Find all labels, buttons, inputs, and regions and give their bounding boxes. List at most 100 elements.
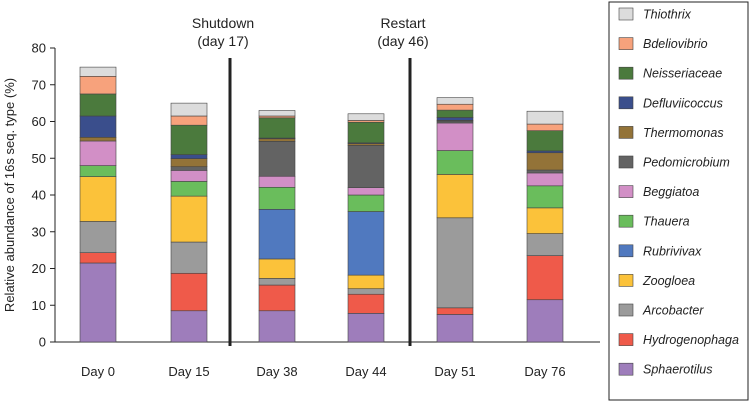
legend-label: Thermomonas [643,126,724,140]
x-axis: Day 0 Day 15 Day 38 Day 44 Day 51 Day 76 [81,364,566,379]
bar-segment [79,93,117,117]
y-tick-label: 0 [39,335,46,350]
bar-segment [526,207,564,234]
legend-label: Zoogloea [642,274,695,288]
bar-segment [436,174,474,219]
legend-swatch [618,96,634,110]
bar-segment [258,117,296,139]
bar-segment [170,181,208,197]
legend-item: Rubrivivax [618,244,702,258]
bar-segment [170,115,208,126]
bar-segment [258,209,296,260]
bar-segment [258,141,296,177]
bar-stack [258,110,296,343]
event-label: Restart [380,15,425,31]
legend-label: Hydrogenophaga [643,333,739,347]
legend-item: Hydrogenophaga [618,333,739,347]
bar-segment [79,137,117,142]
y-axis-label: Relative abundance of 16s seq. type (%) [2,78,17,312]
legend-swatch [618,126,634,139]
legend-label: Thiothrix [643,8,692,22]
bar-segment [347,313,385,343]
bar-segment [436,307,474,315]
bar-segment [436,150,474,175]
bar-segment [79,252,117,264]
bar-segment [79,115,117,138]
bar-segment [258,278,296,286]
bar-segment [526,130,564,152]
bar-segment [347,145,385,188]
bar-segment [79,165,117,177]
bar-segment [436,122,474,151]
bar-segment [258,310,296,343]
bar-segment [347,288,385,295]
bar-segment [347,274,385,290]
y-tick-label: 70 [32,77,46,92]
bar-segment [526,172,564,187]
y-axis: 0 10 20 30 40 50 60 70 80 [32,41,600,350]
legend-item: Arcobacter [618,304,704,318]
bar-segment [170,170,208,182]
bar-segment [79,75,117,95]
bar-segment [526,123,564,131]
bar-segment [526,255,564,301]
x-tick-label: Day 76 [524,364,565,379]
bar-segment [347,194,385,212]
bar-segment [436,103,474,111]
bar-segment [436,117,474,121]
x-tick-label: Day 15 [168,364,209,379]
y-tick-label: 20 [32,261,46,276]
bar-segment [170,241,208,274]
y-tick-label: 80 [32,41,46,56]
legend-swatch [618,214,634,228]
bar-segment [526,152,564,171]
bar-segment [258,186,296,210]
event-sublabel: (day 46) [377,33,428,49]
bar-stack [170,102,208,343]
legend-swatch [618,333,634,346]
bar-segment [347,293,385,314]
legend-swatch [618,185,634,198]
bar-segment [170,124,208,155]
legend-label: Thauera [643,215,690,229]
x-tick-label: Day 51 [434,364,475,379]
legend-label: Rubrivivax [643,244,702,258]
y-tick-label: 60 [32,114,46,129]
bar-segment [436,217,474,309]
bar-segment [79,140,117,166]
bar-segment [436,314,474,343]
bar-segment [170,310,208,343]
bar-segment [436,97,474,105]
bar-segment [347,211,385,276]
legend: Thiothrix Bdeliovibrio Neisseriaceae Defluv… [608,1,749,401]
bar-segment [526,169,564,174]
legend-item: Thermomonas [618,126,724,140]
legend-swatch [618,37,634,50]
bar-segment [347,187,385,196]
legend-item: Thauera [618,214,690,229]
bar-segment [170,154,208,159]
x-tick-label: Day 0 [81,364,115,379]
legend-swatch [618,155,634,169]
y-tick-label: 40 [32,188,46,203]
legend-item: Pedomicrobium [618,155,730,170]
legend-label: Bdeliovibrio [643,37,708,51]
bars [79,66,564,343]
event-label: Shutdown [192,15,254,31]
legend-item: Zoogloea [618,274,695,288]
legend-label: Neisseriaceae [643,67,722,81]
bar-segment [526,233,564,256]
bar-segment [258,258,296,279]
bar-segment [170,102,208,117]
y-tick-label: 30 [32,224,46,239]
legend-item: Sphaerotilus [618,363,713,377]
bar-segment [79,262,117,343]
bar-segment [526,185,564,209]
legend-item: Beggiatoa [618,185,699,199]
y-tick-label: 50 [32,151,46,166]
bar-stack [436,97,474,343]
legend-item: Thiothrix [618,8,692,22]
x-tick-label: Day 44 [345,364,386,379]
bar-segment [347,113,385,121]
